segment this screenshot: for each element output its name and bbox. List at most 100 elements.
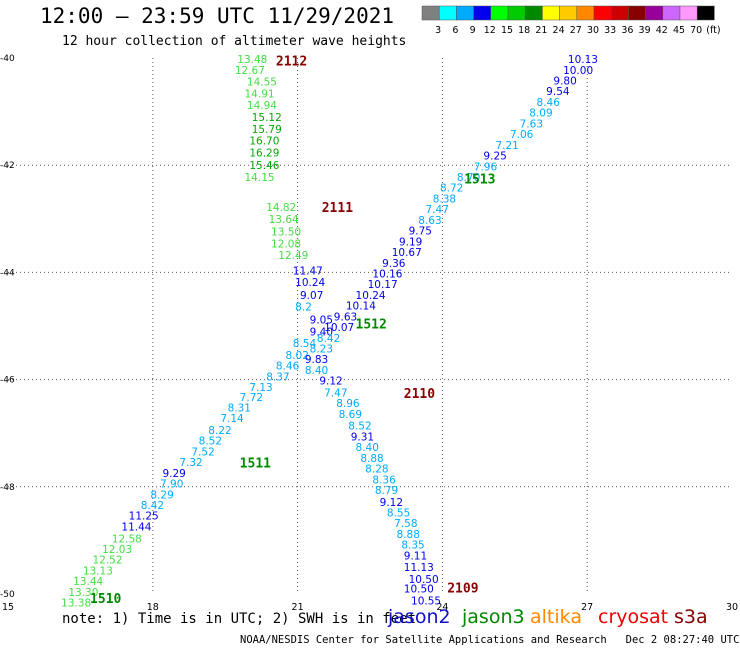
- scale-label: 24: [553, 25, 565, 36]
- x-tick-label: 18: [147, 602, 159, 610]
- wave-height-value: 9.36: [382, 258, 406, 270]
- wave-height-value: 10.16: [372, 268, 402, 280]
- wave-height-value: 8.42: [317, 333, 340, 345]
- wave-height-value: 8.42: [141, 500, 164, 512]
- wave-height-value: 15.12: [252, 112, 282, 124]
- wave-height-value: 8.35: [401, 540, 424, 552]
- pass-label: 2109: [447, 582, 478, 597]
- wave-height-value: 8.28: [365, 464, 388, 476]
- wave-height-value: 7.47: [426, 204, 449, 216]
- x-tick-label: 27: [581, 602, 593, 610]
- wave-height-value: 14.94: [247, 100, 277, 112]
- wave-height-value: 13.44: [73, 576, 103, 588]
- wave-height-value: 9.05: [310, 315, 333, 327]
- scale-label: 21: [535, 25, 547, 36]
- scale-label: 70: [690, 25, 702, 36]
- wave-height-value: 8.31: [228, 402, 251, 414]
- wave-height-value: 8.88: [397, 529, 420, 541]
- wave-height-value: 7.21: [495, 140, 518, 152]
- wave-height-value: 8.46: [537, 97, 561, 109]
- wave-height-value: 8.88: [360, 453, 383, 465]
- wave-height-value: 10.24: [295, 277, 325, 289]
- wave-height-value: 10.67: [392, 247, 422, 259]
- footer-note: note: 1) Time is in UTC; 2) SWH is in fe…: [62, 611, 417, 627]
- pass-label: 2112: [276, 55, 307, 70]
- wave-height-value: 9.40: [310, 326, 333, 338]
- wave-height-value: 7.96: [474, 161, 498, 173]
- wave-height-value: 8.46: [276, 361, 300, 373]
- wave-height-value: 11.44: [121, 521, 151, 533]
- wave-height-value: 10.50: [409, 574, 439, 586]
- wave-height-value: 14.91: [245, 88, 275, 100]
- legend-jason2: jason2: [388, 606, 451, 628]
- wave-height-value: 8.54: [293, 338, 317, 350]
- wave-height-value: 8.69: [339, 409, 362, 421]
- wave-height-value: 10.50: [404, 584, 434, 596]
- wave-height-value: 9.29: [162, 468, 185, 480]
- wave-height-value: 10.17: [368, 279, 398, 291]
- y-tick-label: -46: [0, 376, 15, 386]
- x-tick-label: 21: [292, 602, 304, 610]
- legend-s3a: s3a: [674, 606, 708, 628]
- scale-label: 45: [673, 25, 685, 36]
- wave-height-value: 16.70: [249, 136, 279, 148]
- x-tick-label: 24: [436, 602, 448, 610]
- wave-height-value: 12.09: [51, 609, 81, 610]
- pass-label: 1511: [240, 457, 271, 472]
- x-tick-label: 15: [2, 602, 14, 610]
- legend-jason3: jason3: [462, 606, 525, 628]
- wave-height-value: 10.00: [563, 65, 593, 77]
- wave-height-value: 8.55: [387, 508, 410, 520]
- wave-height-value: 8.70: [457, 172, 480, 184]
- wave-height-value: 7.32: [179, 457, 202, 469]
- wave-height-value: 8.52: [348, 421, 371, 433]
- wave-height-value: 12.49: [278, 250, 308, 262]
- wave-height-value: 8.02: [286, 350, 309, 362]
- wave-height-value: 12.03: [102, 544, 132, 556]
- wave-height-value: 16.29: [249, 147, 279, 159]
- y-tick-label: -50: [0, 590, 15, 600]
- wave-height-value: 10.07: [324, 322, 354, 334]
- page-subtitle: 12 hour collection of altimeter wave hei…: [62, 34, 407, 49]
- wave-height-value: 11.47: [293, 265, 323, 277]
- scale-label: 9: [470, 25, 476, 36]
- footer-credit: NOAA/NESDIS Center for Satellite Applica…: [240, 634, 740, 646]
- wave-height-value: 7.63: [520, 118, 543, 130]
- wave-height-value: 8.29: [150, 489, 173, 501]
- scale-swatch: [696, 5, 715, 21]
- wave-height-value: 14.55: [247, 77, 277, 89]
- wave-height-value: 13.50: [271, 227, 301, 239]
- wave-height-value: 8.37: [266, 371, 289, 383]
- wave-height-value: 8.23: [310, 344, 333, 356]
- scale-label: 42: [656, 25, 668, 36]
- scale-label: 12: [484, 25, 496, 36]
- wave-height-value: 9.12: [380, 497, 403, 509]
- wave-height-value: 7.13: [249, 382, 272, 394]
- wave-height-value: 8.36: [372, 474, 396, 486]
- page-title: 12:00 — 23:59 UTC 11/29/2021: [40, 4, 395, 28]
- scale-label: (ft): [706, 25, 720, 36]
- y-tick-label: -48: [0, 483, 15, 493]
- scale-label: 18: [518, 25, 530, 36]
- wave-height-value: 9.11: [404, 550, 427, 562]
- wave-height-value: 11.25: [129, 511, 159, 523]
- scale-label: 27: [570, 25, 582, 36]
- y-tick-label: -42: [0, 161, 15, 171]
- wave-height-value: 13.64: [269, 214, 299, 226]
- wave-height-value: 7.72: [240, 392, 263, 404]
- wave-height-map: 15 18 21 24 27 30 -40 -42 -44 -46 -48 -50 13.4812.67…: [0, 54, 738, 610]
- wave-height-value: 8.96: [336, 398, 360, 410]
- wave-height-value: 12.52: [92, 555, 122, 567]
- pass-label: 1512: [356, 317, 387, 332]
- wave-height-value: 10.55: [411, 595, 441, 607]
- wave-height-value: 8.72: [440, 183, 463, 195]
- wave-height-value: 9.80: [553, 76, 576, 88]
- wave-height-value: 9.83: [305, 354, 328, 366]
- wave-height-value: 9.63: [334, 311, 357, 323]
- wave-height-value: 7.14: [220, 413, 244, 425]
- legend-altika: altika: [530, 606, 582, 628]
- scale-label: 33: [604, 25, 616, 36]
- wave-height-value: 13.30: [68, 587, 98, 599]
- wave-height-value: 15.46: [249, 160, 279, 172]
